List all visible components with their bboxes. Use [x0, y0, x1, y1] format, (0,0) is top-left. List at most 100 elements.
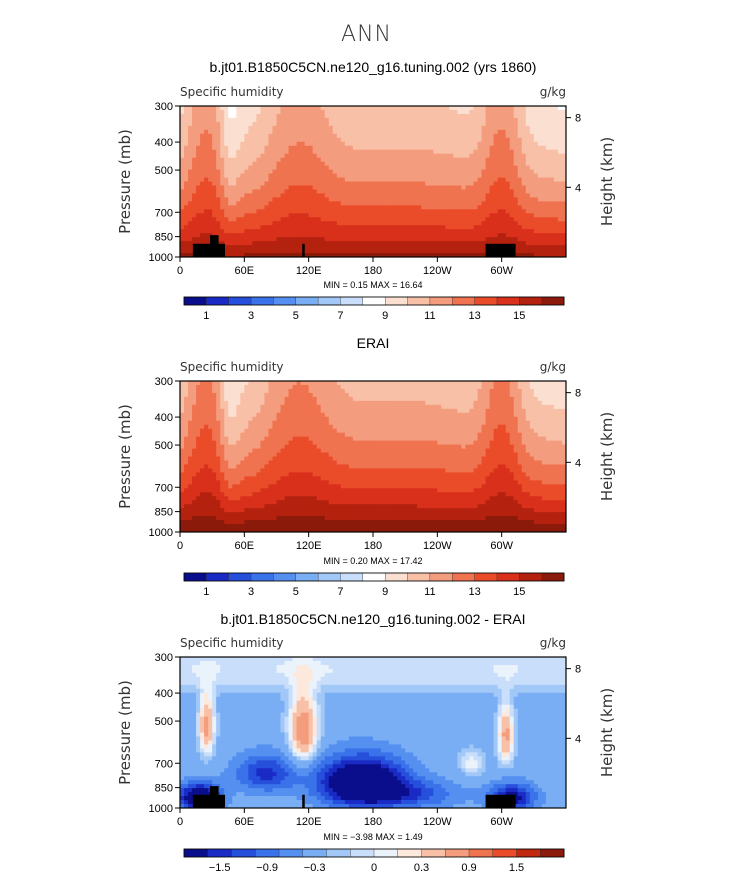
field-cell [513, 113, 519, 119]
field-cell [393, 133, 398, 139]
field-cell [208, 193, 213, 198]
field-cell [561, 141, 567, 147]
field-cell [425, 217, 430, 222]
field-cell [272, 468, 277, 473]
field-cell [212, 412, 217, 418]
field-cell [557, 249, 563, 254]
field-cell [373, 233, 378, 238]
field-cell [296, 181, 302, 186]
field-cell [336, 245, 342, 250]
field-cell [308, 217, 314, 222]
field-cell [360, 177, 366, 182]
field-cell [276, 468, 281, 473]
field-cell [537, 233, 543, 238]
field-cell [373, 181, 378, 186]
field-cell [453, 177, 458, 182]
field-cell [280, 237, 285, 242]
field-cell [465, 137, 470, 143]
field-cell [413, 209, 418, 214]
field-cell [292, 488, 297, 493]
field-cell [224, 392, 229, 398]
field-cell [377, 217, 382, 222]
field-cell [328, 237, 334, 242]
field-cell [288, 245, 293, 250]
field-cell [204, 504, 209, 509]
field-cell [208, 468, 213, 473]
field-cell [284, 189, 289, 194]
field-cell [521, 153, 527, 159]
field-cell [320, 181, 326, 186]
field-cell [413, 133, 418, 139]
field-cell [232, 161, 237, 166]
field-cell [192, 381, 197, 386]
field-cell [224, 416, 229, 422]
field-cell [204, 121, 209, 127]
field-cell [477, 113, 482, 119]
field-cell [268, 109, 273, 115]
field-cell [300, 161, 306, 166]
field-cell [557, 117, 563, 123]
field-cell [252, 193, 257, 198]
field-cell [268, 404, 273, 410]
field-cell [312, 113, 318, 119]
field-cell [328, 253, 334, 258]
field-cell [228, 245, 233, 250]
field-cell [497, 217, 503, 222]
field-cell [256, 233, 261, 238]
field-cell [533, 153, 539, 159]
field-cell [292, 189, 297, 194]
field-cell [433, 197, 438, 202]
field-cell [208, 516, 213, 521]
field-cell [292, 205, 297, 210]
field-cell [284, 117, 289, 123]
field-cell [236, 464, 241, 469]
field-cell [489, 125, 495, 131]
field-cell [240, 516, 245, 521]
field-cell [489, 233, 495, 238]
field-cell [368, 249, 374, 254]
field-cell [220, 476, 225, 481]
field-cell [401, 113, 406, 119]
field-cell [208, 137, 213, 143]
field-cell [268, 508, 273, 513]
field-cell [553, 145, 559, 151]
field-cell [296, 456, 302, 461]
field-cell [457, 181, 462, 186]
field-cell [541, 149, 547, 155]
field-cell [360, 113, 366, 119]
field-cell [248, 512, 253, 517]
field-cell [393, 145, 398, 151]
field-cell [533, 213, 539, 218]
field-cell [465, 117, 470, 123]
field-cell [433, 161, 438, 166]
field-cell [224, 229, 229, 234]
field-cell [481, 197, 486, 202]
field-cell [292, 157, 297, 163]
field-cell [236, 185, 241, 190]
field-cell [505, 229, 511, 234]
field-cell [465, 189, 470, 194]
field-cell [216, 141, 221, 147]
field-cell [328, 149, 334, 155]
field-cell [216, 388, 221, 394]
field-cell [332, 177, 338, 182]
field-cell [465, 193, 470, 198]
field-cell [433, 121, 438, 127]
field-cell [461, 141, 466, 147]
field-cell [264, 141, 269, 147]
field-cell [445, 177, 450, 182]
field-cell [549, 209, 555, 214]
field-cell [304, 388, 310, 394]
field-cell [224, 217, 229, 222]
field-cell [296, 117, 302, 123]
field-cell [212, 484, 217, 489]
field-cell [200, 141, 205, 147]
field-cell [236, 504, 241, 509]
field-cell [457, 245, 462, 250]
field-cell [304, 213, 310, 218]
field-cell [256, 185, 261, 190]
field-cell [292, 508, 297, 513]
field-cell [445, 205, 450, 210]
field-cell [256, 205, 261, 210]
field-cell [216, 225, 221, 230]
